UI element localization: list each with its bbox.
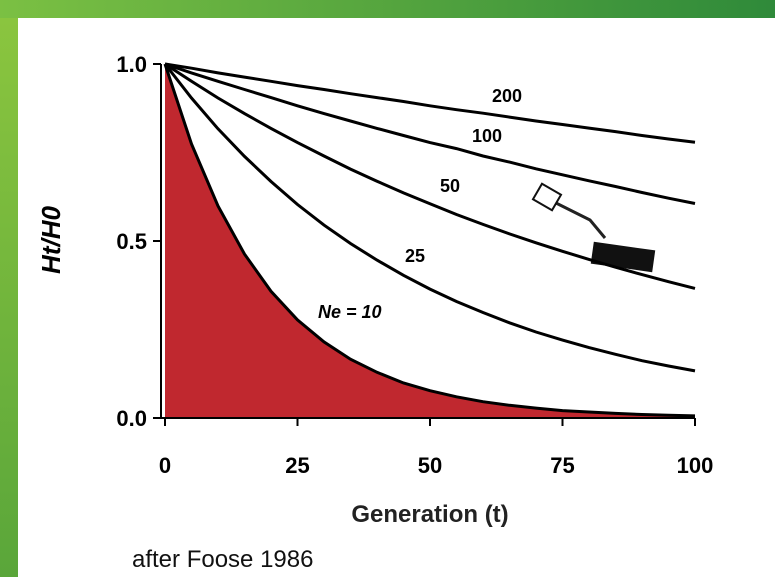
top-band — [0, 0, 775, 18]
x-tick-label: 0 — [159, 453, 171, 478]
line — [164, 62, 696, 290]
caption-bg — [128, 530, 775, 577]
line — [164, 62, 696, 144]
curve-label: 200 — [492, 86, 522, 106]
x-tick-label: 75 — [550, 453, 574, 478]
x-tick-label: 100 — [677, 453, 714, 478]
area — [165, 64, 695, 418]
y-tick-label: 0.5 — [116, 229, 147, 254]
curve-label: 100 — [472, 126, 502, 146]
line — [163, 63, 696, 373]
line — [164, 62, 696, 205]
y-tick-label: 1.0 — [116, 52, 147, 77]
x-tick-label: 50 — [418, 453, 442, 478]
x-axis-label: Generation (t) — [351, 501, 508, 528]
y-tick-label: 0.0 — [116, 406, 147, 431]
caption: after Foose 1986 — [132, 546, 313, 573]
y-axis-label: Ht/H0 — [36, 206, 66, 274]
panel — [18, 18, 775, 577]
curve-label: 50 — [440, 176, 460, 196]
x-tick-label: 25 — [285, 453, 309, 478]
curve-label: 25 — [405, 246, 425, 266]
curve-label: Ne = 10 — [318, 302, 382, 322]
line — [163, 63, 696, 418]
